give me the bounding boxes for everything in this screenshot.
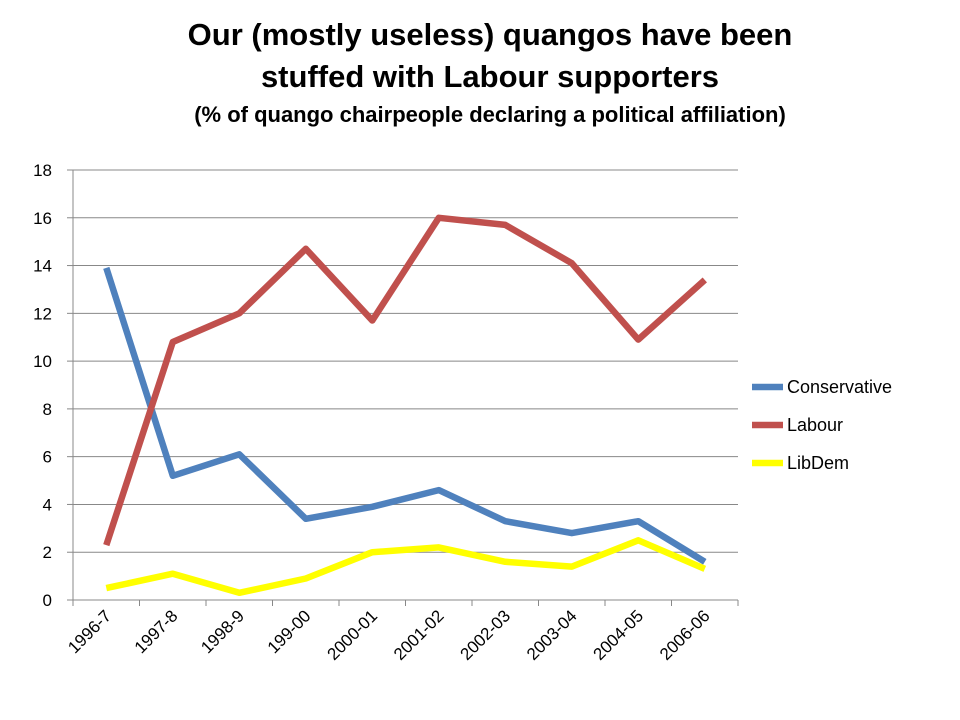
x-axis-tick-labels: 1996-7 1997-8 1998-9 199-00 2000-01 2001-02 20…: [64, 606, 713, 664]
y-tick-label: 8: [43, 400, 52, 419]
axes: [67, 169, 739, 606]
title-line-1: Our (mostly useless) quangos have been: [187, 17, 793, 52]
y-tick-label: 6: [43, 448, 52, 467]
y-axis-tick-labels: 0 2 4 6 8 10 12 14 16 18: [33, 161, 52, 610]
series-lines: [103, 214, 707, 597]
series-line-libdem: [105, 537, 707, 597]
x-tick-label: 1998-9: [197, 606, 248, 657]
y-tick-label: 16: [33, 209, 52, 228]
x-tick-label: 2003-04: [523, 606, 581, 664]
x-tick-label: 2006-06: [656, 606, 714, 664]
y-tick-label: 10: [33, 352, 52, 371]
title-line-2: stuffed with Labour supporters: [260, 59, 720, 94]
y-tick-label: 4: [43, 495, 52, 514]
legend-label-labour: Labour: [787, 415, 843, 435]
x-tick-label: 1996-7: [64, 606, 115, 657]
legend-label-libdem: LibDem: [787, 453, 849, 473]
x-tick-label: 199-00: [264, 606, 315, 657]
x-tick-label: 1997-8: [131, 606, 182, 657]
y-tick-label: 2: [43, 543, 52, 562]
x-tick-label: 2001-02: [390, 606, 448, 664]
chart-title: Our (mostly useless) quangos have been s…: [0, 14, 960, 130]
y-tick-label: 18: [33, 161, 52, 180]
y-tick-label: 14: [33, 257, 52, 276]
x-tick-label: 2000-01: [324, 606, 382, 664]
x-tick-label: 2002-03: [457, 606, 515, 664]
legend: Conservative Labour LibDem: [752, 377, 892, 473]
chart-subtitle: (% of quango chairpeople declaring a pol…: [194, 102, 786, 127]
legend-label-conservative: Conservative: [787, 377, 892, 397]
gridlines: [73, 169, 738, 553]
x-tick-label: 2004-05: [590, 606, 648, 664]
y-tick-label: 12: [33, 304, 52, 323]
series-line-labour: [103, 214, 707, 547]
series-line-conservative: [103, 266, 707, 565]
y-tick-label: 0: [43, 591, 52, 610]
